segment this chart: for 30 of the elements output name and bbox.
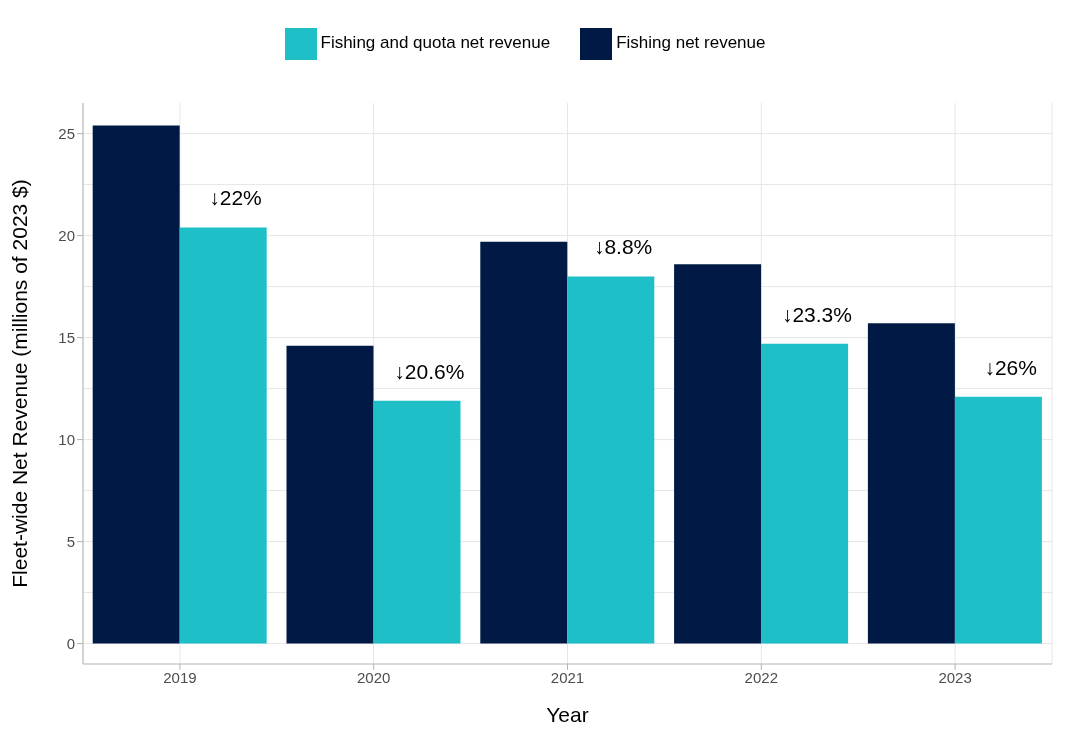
bar <box>480 241 568 644</box>
annotation: ↓26% <box>984 355 1037 379</box>
x-tick-label: 2023 <box>938 668 972 686</box>
annotation: ↓22% <box>209 186 262 210</box>
x-tick-label: 2021 <box>550 668 585 686</box>
legend-label: Fishing and quota net revenue <box>320 33 551 53</box>
y-tick-label: 15 <box>58 328 75 346</box>
bar <box>179 227 267 644</box>
y-tick-label: 5 <box>66 532 75 550</box>
x-axis-title: Year <box>546 703 589 726</box>
y-axis-title: Fleet-wide Net Revenue (millions of 2023 $) <box>8 179 32 588</box>
y-tick-label: 0 <box>66 634 75 652</box>
legend-label: Fishing net revenue <box>616 33 766 53</box>
bar <box>92 125 180 644</box>
bar <box>954 396 1042 644</box>
bar <box>867 323 955 644</box>
x-tick-label: 2020 <box>357 668 391 686</box>
y-tick-label: 10 <box>58 430 75 448</box>
bar <box>567 276 655 644</box>
bar <box>674 264 762 644</box>
annotation: ↓8.8% <box>593 235 653 259</box>
y-tick-label: 25 <box>58 124 75 142</box>
annotation: ↓23.3% <box>781 302 852 326</box>
y-tick-label: 20 <box>58 226 75 244</box>
bar <box>286 345 374 644</box>
bar <box>373 400 461 644</box>
x-tick-label: 2019 <box>163 668 197 686</box>
annotation: ↓20.6% <box>394 359 465 383</box>
bar <box>761 343 849 644</box>
x-tick-label: 2022 <box>744 668 778 686</box>
